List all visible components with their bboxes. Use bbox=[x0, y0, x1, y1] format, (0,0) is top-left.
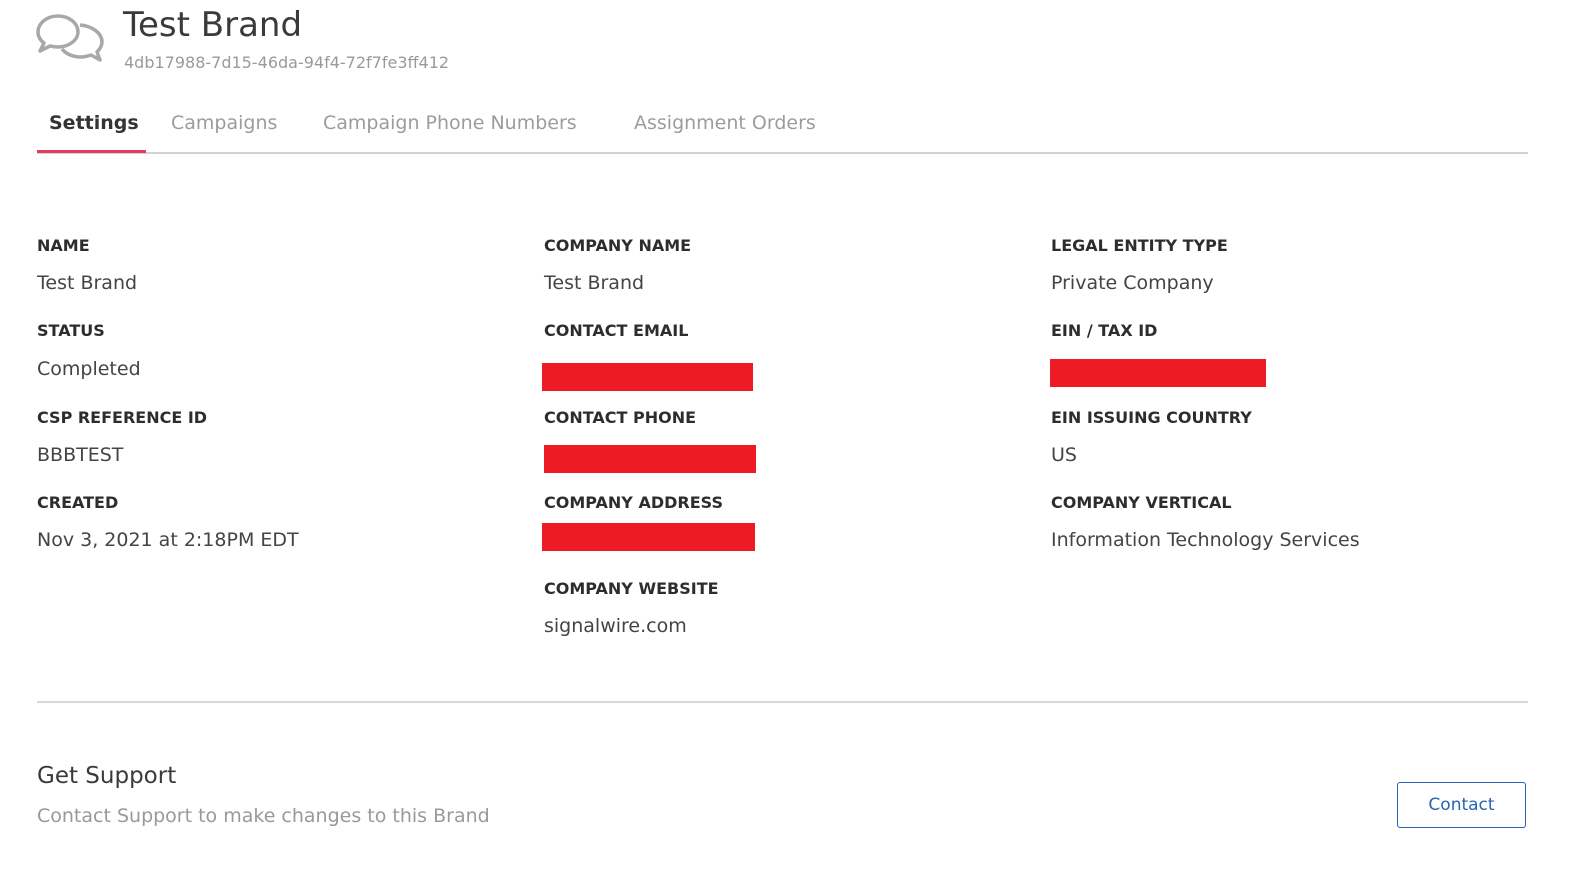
tab-settings[interactable]: Settings bbox=[49, 112, 139, 134]
status-value: Completed bbox=[37, 358, 141, 380]
ein-issuing-country-value: US bbox=[1051, 444, 1077, 466]
support-text: Contact Support to make changes to this … bbox=[37, 805, 490, 827]
divider bbox=[37, 701, 1528, 703]
name-label: NAME bbox=[37, 236, 90, 255]
active-tab-indicator bbox=[37, 150, 146, 153]
tab-assignment-orders[interactable]: Assignment Orders bbox=[634, 112, 816, 134]
company-vertical-label: COMPANY VERTICAL bbox=[1051, 493, 1232, 512]
tab-bar: Settings Campaigns Campaign Phone Number… bbox=[37, 100, 1528, 154]
contact-button[interactable]: Contact bbox=[1397, 782, 1526, 828]
page-title: Test Brand bbox=[123, 5, 303, 45]
company-name-label: COMPANY NAME bbox=[544, 236, 692, 255]
tab-campaigns[interactable]: Campaigns bbox=[171, 112, 278, 134]
status-label: STATUS bbox=[37, 321, 105, 340]
ein-redaction bbox=[1050, 359, 1266, 387]
legal-entity-type-label: LEGAL ENTITY TYPE bbox=[1051, 236, 1228, 255]
legal-entity-type-value: Private Company bbox=[1051, 272, 1214, 294]
chat-bubbles-icon bbox=[36, 14, 104, 62]
csp-reference-id-label: CSP REFERENCE ID bbox=[37, 408, 208, 427]
contact-phone-redaction bbox=[544, 445, 756, 473]
csp-reference-id-value: BBBTEST bbox=[37, 444, 124, 466]
company-address-redaction bbox=[542, 523, 755, 551]
ein-label: EIN / TAX ID bbox=[1051, 321, 1158, 340]
tab-campaign-phone-numbers[interactable]: Campaign Phone Numbers bbox=[323, 112, 577, 134]
company-vertical-value: Information Technology Services bbox=[1051, 529, 1360, 551]
created-label: CREATED bbox=[37, 493, 119, 512]
support-title: Get Support bbox=[37, 763, 177, 789]
company-address-label: COMPANY ADDRESS bbox=[544, 493, 723, 512]
contact-phone-label: CONTACT PHONE bbox=[544, 408, 697, 427]
company-name-value: Test Brand bbox=[544, 272, 645, 294]
company-website-label: COMPANY WEBSITE bbox=[544, 579, 719, 598]
name-value: Test Brand bbox=[37, 272, 138, 294]
company-website-value: signalwire.com bbox=[544, 615, 687, 637]
created-value: Nov 3, 2021 at 2:18PM EDT bbox=[37, 529, 299, 551]
ein-issuing-country-label: EIN ISSUING COUNTRY bbox=[1051, 408, 1252, 427]
contact-email-label: CONTACT EMAIL bbox=[544, 321, 689, 340]
brand-id: 4db17988-7d15-46da-94f4-72f7fe3ff412 bbox=[124, 53, 450, 72]
contact-email-redaction bbox=[542, 363, 753, 391]
